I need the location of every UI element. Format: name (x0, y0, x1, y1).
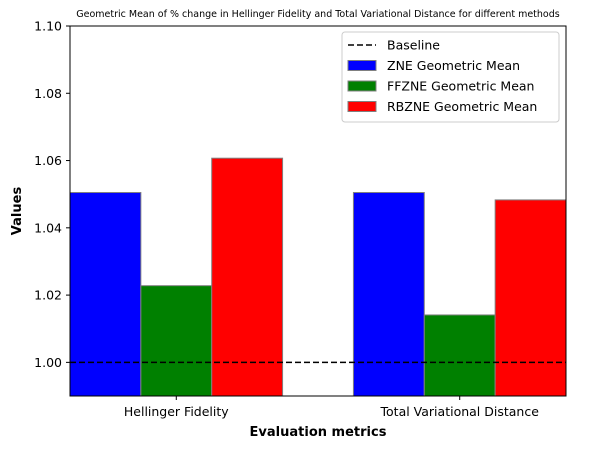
bar-ffzne-geometric-mean-total-variational-distance (423, 314, 496, 397)
x-axis-label: Evaluation metrics (250, 425, 387, 440)
y-tick-label: 1.06 (34, 153, 62, 168)
bar-ffzne-geometric-mean-hellinger-fidelity (140, 285, 213, 397)
legend-swatch-ffzne-geometric-mean (347, 80, 377, 92)
legend-swatch-rbzne-geometric-mean (347, 101, 377, 112)
legend: Baseline ZNE Geometric Mean FFZNE Geometri… (341, 31, 560, 123)
x-axis: Hellinger Fidelity Total Variational Dist… (124, 396, 539, 419)
legend-swatch-zne-geometric-mean (347, 60, 377, 71)
bar-zne-geometric-mean-hellinger-fidelity (69, 192, 142, 397)
chart-title: Geometric Mean of % change in Hellinger … (76, 9, 560, 20)
bar-rbzne-geometric-mean-hellinger-fidelity (211, 157, 284, 397)
plot-frame (69, 25, 567, 397)
bars-group (69, 157, 567, 397)
bar-zne-geometric-mean-total-variational-distance (352, 192, 425, 397)
legend-label-zne-geometric-mean: ZNE Geometric Mean (387, 58, 520, 73)
y-tick-label: 1.02 (34, 288, 62, 303)
y-tick-label: 1.08 (34, 86, 62, 101)
y-tick-label: 1.04 (34, 220, 62, 235)
y-tick-label: 1.10 (34, 19, 62, 34)
legend-label-rbzne-geometric-mean: RBZNE Geometric Mean (387, 99, 537, 114)
y-tick-label: 1.00 (34, 355, 62, 370)
legend-label-baseline: Baseline (387, 38, 440, 53)
y-axis: 1.00 1.02 1.04 1.06 1.08 1.10 (34, 19, 70, 370)
legend-label-ffzne-geometric-mean: FFZNE Geometric Mean (387, 79, 534, 94)
x-tick-label-total-variational-distance: Total Variational Distance (380, 404, 540, 419)
x-tick-label-hellinger-fidelity: Hellinger Fidelity (124, 404, 229, 419)
legend-box (341, 31, 560, 123)
bar-rbzne-geometric-mean-total-variational-distance (494, 199, 567, 397)
y-axis-label: Values (10, 187, 25, 236)
